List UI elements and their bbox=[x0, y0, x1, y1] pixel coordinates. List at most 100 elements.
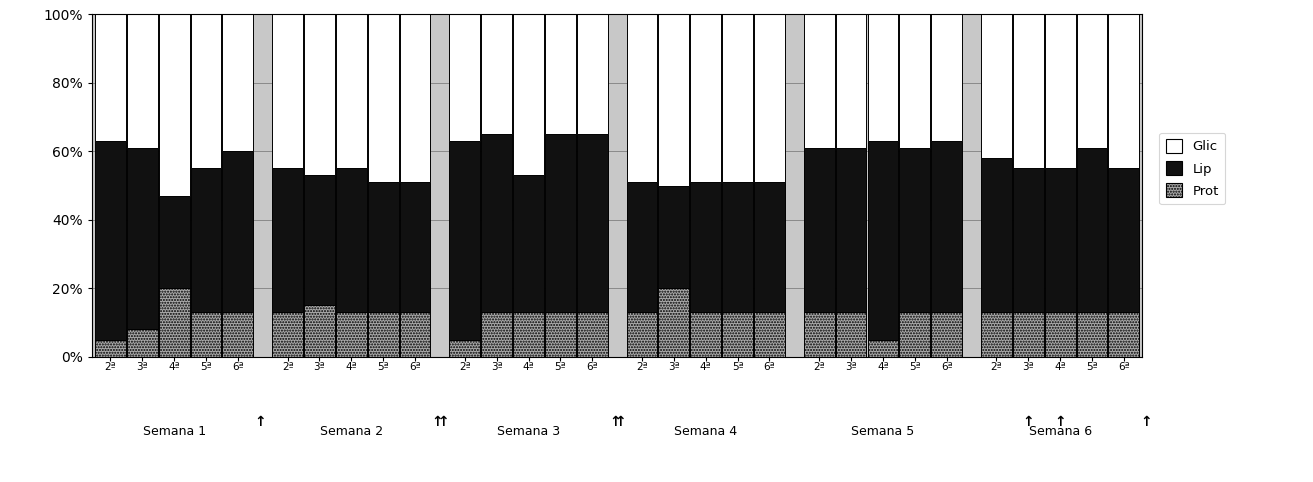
Bar bbox=[1012, 312, 1044, 357]
Bar bbox=[691, 14, 721, 182]
Bar bbox=[835, 312, 867, 357]
Bar bbox=[159, 14, 189, 196]
Bar bbox=[482, 14, 512, 134]
Bar bbox=[931, 141, 962, 312]
Bar bbox=[336, 169, 366, 312]
Bar bbox=[931, 14, 962, 141]
Bar bbox=[576, 312, 608, 357]
Bar bbox=[691, 182, 721, 312]
Bar bbox=[305, 306, 335, 357]
Bar bbox=[626, 312, 658, 357]
Bar bbox=[513, 175, 544, 312]
Bar bbox=[1108, 14, 1140, 169]
Bar bbox=[545, 312, 576, 357]
Bar bbox=[159, 196, 189, 288]
Bar bbox=[899, 312, 930, 357]
Bar bbox=[368, 312, 399, 357]
Bar bbox=[127, 14, 158, 148]
Bar bbox=[931, 312, 962, 357]
Bar bbox=[336, 312, 366, 357]
Text: ↑: ↑ bbox=[609, 415, 621, 429]
Bar bbox=[804, 14, 835, 148]
Bar bbox=[545, 14, 576, 134]
Text: ↑: ↑ bbox=[1023, 415, 1035, 429]
Bar bbox=[899, 148, 930, 312]
Bar bbox=[272, 169, 303, 312]
Bar bbox=[95, 141, 126, 339]
Bar bbox=[190, 14, 222, 169]
Bar bbox=[1012, 14, 1044, 169]
Bar bbox=[449, 339, 481, 357]
Bar bbox=[981, 312, 1012, 357]
Bar bbox=[754, 182, 785, 312]
Bar bbox=[127, 329, 158, 357]
Bar bbox=[1045, 169, 1075, 312]
Bar bbox=[127, 148, 158, 329]
Bar bbox=[835, 148, 867, 312]
Text: ↑: ↑ bbox=[437, 415, 449, 429]
Text: ↑: ↑ bbox=[255, 415, 267, 429]
Bar bbox=[754, 14, 785, 182]
Text: ↑: ↑ bbox=[1141, 415, 1153, 429]
Bar bbox=[368, 182, 399, 312]
Text: Semana 1: Semana 1 bbox=[143, 425, 206, 438]
Bar bbox=[305, 14, 335, 175]
Bar bbox=[190, 312, 222, 357]
Bar bbox=[482, 312, 512, 357]
Bar bbox=[722, 182, 752, 312]
Bar bbox=[658, 288, 689, 357]
Bar bbox=[658, 14, 689, 186]
Text: ↑: ↑ bbox=[614, 415, 626, 429]
Bar bbox=[691, 312, 721, 357]
Bar bbox=[1045, 312, 1075, 357]
Bar bbox=[626, 14, 658, 182]
Bar bbox=[336, 14, 366, 169]
Bar bbox=[449, 14, 481, 141]
Text: Semana 3: Semana 3 bbox=[496, 425, 561, 438]
Text: ↑: ↑ bbox=[432, 415, 444, 429]
Bar bbox=[272, 312, 303, 357]
Bar bbox=[626, 182, 658, 312]
Bar bbox=[899, 14, 930, 148]
Text: Semana 5: Semana 5 bbox=[851, 425, 915, 438]
Bar bbox=[1045, 14, 1075, 169]
Bar bbox=[482, 134, 512, 312]
Bar bbox=[754, 312, 785, 357]
Bar bbox=[222, 312, 253, 357]
Text: Semana 2: Semana 2 bbox=[320, 425, 383, 438]
Bar bbox=[513, 312, 544, 357]
Bar bbox=[835, 14, 867, 148]
Bar bbox=[868, 14, 898, 141]
Bar bbox=[159, 288, 189, 357]
Bar bbox=[190, 169, 222, 312]
Bar bbox=[722, 312, 752, 357]
Bar bbox=[722, 14, 752, 182]
Legend: Glic, Lip, Prot: Glic, Lip, Prot bbox=[1159, 133, 1225, 204]
Text: Semana 6: Semana 6 bbox=[1028, 425, 1091, 438]
Bar bbox=[1012, 169, 1044, 312]
Bar bbox=[868, 141, 898, 339]
Text: ↑: ↑ bbox=[1054, 415, 1066, 429]
Bar bbox=[804, 148, 835, 312]
Bar bbox=[868, 339, 898, 357]
Bar bbox=[804, 312, 835, 357]
Bar bbox=[576, 14, 608, 134]
Bar bbox=[222, 14, 253, 151]
Bar bbox=[1077, 14, 1107, 148]
Bar bbox=[658, 186, 689, 288]
Text: Semana 4: Semana 4 bbox=[674, 425, 738, 438]
Bar bbox=[272, 14, 303, 169]
Bar bbox=[545, 134, 576, 312]
Bar bbox=[399, 182, 431, 312]
Bar bbox=[1108, 169, 1140, 312]
Bar bbox=[305, 175, 335, 306]
Bar bbox=[1077, 148, 1107, 312]
Bar bbox=[576, 134, 608, 312]
Bar bbox=[1077, 312, 1107, 357]
Bar bbox=[95, 14, 126, 141]
Bar bbox=[399, 14, 431, 182]
Bar bbox=[981, 158, 1012, 312]
Bar bbox=[449, 141, 481, 339]
Bar bbox=[1108, 312, 1140, 357]
Bar bbox=[513, 14, 544, 175]
